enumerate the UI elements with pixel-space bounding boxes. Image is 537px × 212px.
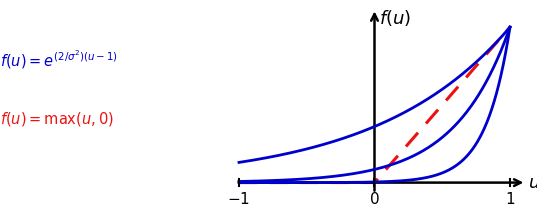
Text: $f(u) = \max(u, 0)$: $f(u) = \max(u, 0)$ bbox=[0, 110, 114, 128]
Text: $f(u)$: $f(u)$ bbox=[379, 8, 411, 28]
Text: $u$: $u$ bbox=[528, 174, 537, 192]
Text: $-1$: $-1$ bbox=[228, 191, 250, 207]
Text: $f(u) = e^{(2/\sigma^2)(u-1)}$: $f(u) = e^{(2/\sigma^2)(u-1)}$ bbox=[0, 48, 118, 71]
Text: $0$: $0$ bbox=[369, 191, 380, 207]
Text: $1$: $1$ bbox=[505, 191, 515, 207]
